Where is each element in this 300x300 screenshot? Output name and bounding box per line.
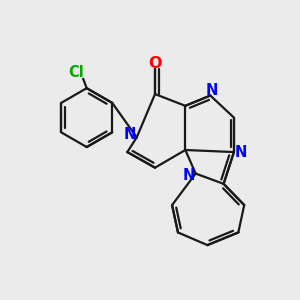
Text: N: N — [206, 83, 218, 98]
Text: N: N — [234, 145, 247, 160]
Text: O: O — [148, 56, 162, 71]
Text: N: N — [183, 167, 195, 182]
Text: N: N — [124, 128, 136, 142]
Text: Cl: Cl — [68, 65, 84, 80]
